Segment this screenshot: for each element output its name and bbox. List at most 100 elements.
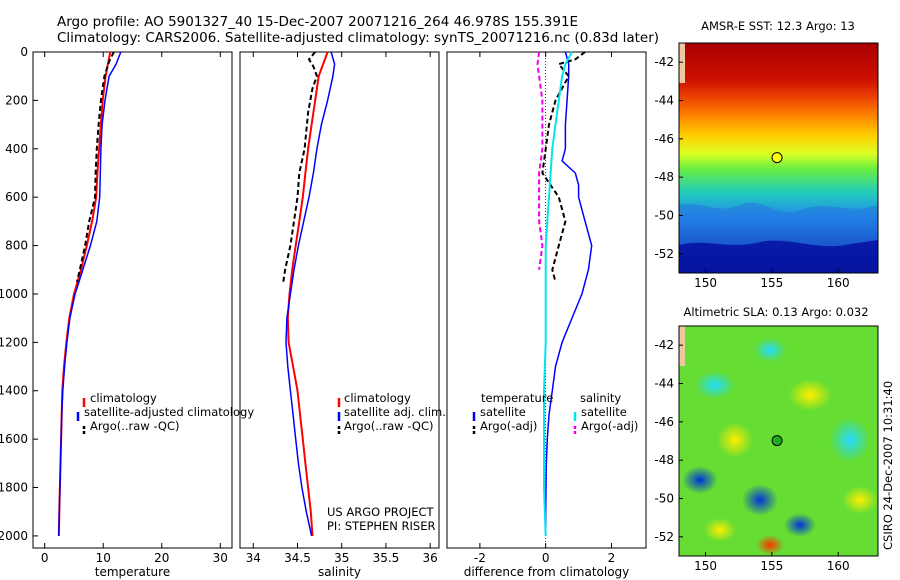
plot-frame (239, 51, 440, 549)
sla-map-title: Altimetric SLA: 0.13 Argo: 0.032 (683, 305, 868, 319)
sla-anomaly (784, 513, 816, 537)
y-tick-label: 1400 (0, 384, 28, 398)
map-x-tick-label: 150 (694, 559, 717, 573)
map-y-tick-label: -52 (654, 247, 674, 261)
map-y-tick-label: -42 (654, 338, 674, 352)
legend-title-temperature: temperature (481, 391, 553, 405)
map-y-tick-label: -46 (654, 132, 674, 146)
sla-map-frame (678, 325, 879, 557)
series-line (282, 51, 318, 283)
x-axis-label: temperature (95, 565, 170, 579)
temperature-legend: climatology satellite-adjusted climatolo… (76, 391, 254, 435)
y-tick-label: 1600 (0, 432, 28, 446)
legend-label-argo-temp: Argo(-adj) (480, 419, 537, 433)
y-tick-label: 2000 (0, 529, 28, 543)
map-y-tick-label: -50 (654, 209, 674, 223)
map-x-tick-label: 155 (760, 559, 783, 573)
legend-label-sat-temp: satellite (480, 405, 526, 419)
argo-position-marker (771, 435, 783, 447)
series-line (286, 51, 329, 536)
map-y-tick-label: -52 (654, 530, 674, 544)
temperature-panel: 0 10 20 30 0 200 400 600 800 1000 1200 1400 1600 1800… (0, 45, 233, 579)
x-tick-label: 0 (41, 551, 49, 565)
y-tick-label: 1800 (0, 481, 28, 495)
map-x-tick-label: 155 (760, 276, 783, 290)
header-line1: Argo profile: AO 5901327_40 15-Dec-2007 … (57, 14, 578, 30)
x-tick-label: 0 (542, 551, 550, 565)
legend-label-argo-sal: Argo(-adj) (581, 419, 638, 433)
x-tick-label: -2 (474, 551, 486, 565)
argo-position-marker (771, 152, 783, 164)
credit-project: US ARGO PROJECT (327, 505, 435, 519)
x-tick-label: 10 (96, 551, 111, 565)
sst-map-frame (678, 42, 879, 274)
legend-label-climatology: climatology (90, 391, 157, 405)
y-tick-label: 200 (5, 93, 28, 107)
legend-title-salinity: salinity (580, 391, 621, 405)
legend-label-satellite: satellite-adjusted climatology (84, 405, 254, 419)
map-y-tick-label: -48 (654, 453, 674, 467)
series-line (543, 51, 573, 536)
sla-anomaly (842, 486, 878, 514)
map-y-tick-label: -44 (654, 377, 674, 391)
legend-label-satellite: satellite adj. clim. (344, 405, 446, 419)
sla-anomaly (704, 518, 736, 542)
map-x-tick-label: 160 (827, 276, 850, 290)
y-tick-label: 1200 (0, 335, 28, 349)
map-x-tick-label: 150 (694, 276, 717, 290)
y-tick-label: 400 (5, 142, 28, 156)
map-y-tick-label: -46 (654, 415, 674, 429)
plot-frame (32, 51, 233, 549)
series-line (58, 51, 122, 536)
credit-stamp: CSIRO 24-Dec-2007 10:31:40 (881, 381, 895, 550)
sla-anomaly (756, 535, 784, 555)
map-y-tick-label: -48 (654, 170, 674, 184)
legend-label-climatology: climatology (344, 391, 411, 405)
credit-pi: PI: STEPHEN RISER (327, 519, 436, 533)
legend-label-sat-sal: satellite (581, 405, 627, 419)
sla-anomaly (682, 466, 718, 494)
x-axis-label: difference from climatology (464, 565, 630, 579)
y-tick-label: 1000 (0, 287, 28, 301)
series-line (536, 51, 544, 270)
y-tick-label: 0 (20, 45, 28, 59)
x-tick-label: 30 (213, 551, 228, 565)
sla-anomaly (695, 371, 735, 399)
sla-land (679, 326, 685, 366)
sst-map-title: AMSR-E SST: 12.3 Argo: 13 (701, 19, 855, 33)
salinity-legend: climatology satellite adj. clim. Argo(..… (337, 391, 446, 435)
difference-legend: temperature salinity satellite Argo(-adj… (472, 391, 638, 435)
series-line (544, 51, 593, 536)
y-tick-label: 800 (5, 239, 28, 253)
x-tick-label: 36 (423, 551, 438, 565)
map-axes: 150 155 160 -42 -44 -46 -48 -50 -52 150 155 160 -42 -… (654, 55, 849, 573)
sla-anomaly (717, 422, 753, 458)
series-line (75, 51, 115, 283)
legend-label-argo: Argo(..raw -QC) (344, 419, 434, 433)
map-y-tick-label: -44 (654, 94, 674, 108)
x-tick-label: 35 (334, 551, 349, 565)
sla-anomaly (830, 418, 870, 462)
x-tick-label: 34.5 (284, 551, 311, 565)
x-tick-label: 35.5 (373, 551, 400, 565)
series-line (285, 51, 336, 537)
sla-anomaly (742, 484, 778, 516)
header-line2: Climatology: CARS2006. Satellite-adjuste… (57, 30, 659, 46)
y-tick-label: 600 (5, 190, 28, 204)
sla-anomaly (754, 338, 786, 362)
sst-map: AMSR-E SST: 12.3 Argo: 13 (678, 19, 879, 274)
map-x-tick-label: 160 (827, 559, 850, 573)
sla-map: Altimetric SLA: 0.13 Argo: 0.032 (678, 305, 879, 557)
x-axis-label: salinity (318, 565, 361, 579)
series-line (541, 51, 586, 283)
x-tick-label: 2 (608, 551, 616, 565)
legend-label-argo: Argo(..raw -QC) (90, 419, 180, 433)
sla-anomaly (788, 379, 832, 411)
map-y-tick-label: -50 (654, 492, 674, 506)
map-y-tick-label: -42 (654, 55, 674, 69)
x-tick-label: 34 (246, 551, 261, 565)
x-tick-label: 20 (154, 551, 169, 565)
sst-deep-cold (679, 240, 878, 273)
